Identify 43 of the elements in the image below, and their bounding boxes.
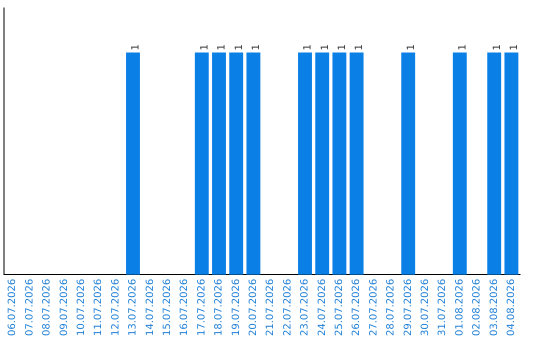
data-label: 1 bbox=[320, 44, 331, 50]
x-tick-label: 12.07.2026 bbox=[110, 278, 122, 336]
x-tick-label: 02.08.2026 bbox=[472, 278, 483, 336]
x-tick-label: 20.07.2026 bbox=[248, 278, 259, 336]
x-tick-label: 13.07.2026 bbox=[128, 278, 139, 336]
x-tick-label: 09.07.2026 bbox=[58, 278, 70, 336]
x-tick-label: 24.07.2026 bbox=[316, 278, 328, 336]
data-label: 1 bbox=[336, 44, 348, 50]
x-tick-label: 23.07.2026 bbox=[300, 278, 311, 336]
x-tick-label: 16.07.2026 bbox=[179, 278, 190, 336]
x-tick-label: 06.07.2026 bbox=[7, 278, 18, 336]
x-tick-label: 21.07.2026 bbox=[265, 278, 276, 336]
x-tick-label: 19.07.2026 bbox=[230, 278, 242, 336]
x-tick-label: 17.07.2026 bbox=[196, 278, 208, 336]
data-label: 1 bbox=[250, 44, 262, 50]
data-label: 1 bbox=[199, 44, 210, 50]
x-tick-label: 01.08.2026 bbox=[454, 278, 466, 336]
x-tick-label: 10.07.2026 bbox=[76, 278, 87, 336]
x-tick-label: 07.07.2026 bbox=[24, 278, 36, 336]
x-tick-label: 28.07.2026 bbox=[386, 278, 397, 336]
x-tick-label: 31.07.2026 bbox=[437, 278, 448, 336]
x-tick-label: 30.07.2026 bbox=[420, 278, 431, 336]
data-label: 1 bbox=[130, 44, 142, 50]
x-tick-label: 04.08.2026 bbox=[506, 278, 517, 336]
x-tick-label: 18.07.2026 bbox=[214, 278, 225, 336]
x-tick-label: 26.07.2026 bbox=[351, 278, 362, 336]
x-tick-label: 29.07.2026 bbox=[402, 278, 414, 336]
data-label: 1 bbox=[216, 44, 228, 50]
data-label: 1 bbox=[508, 44, 520, 50]
data-label: 1 bbox=[492, 44, 503, 50]
x-tick-label: 27.07.2026 bbox=[368, 278, 380, 336]
x-tick-label: 14.07.2026 bbox=[144, 278, 156, 336]
x-tick-label: 11.07.2026 bbox=[93, 278, 104, 336]
data-label: 1 bbox=[457, 44, 468, 50]
x-tick-label: 25.07.2026 bbox=[334, 278, 345, 336]
x-tick-label: 03.08.2026 bbox=[488, 278, 500, 336]
x-tick-label: 08.07.2026 bbox=[42, 278, 53, 336]
data-label: 1 bbox=[302, 44, 314, 50]
data-label: 1 bbox=[406, 44, 417, 50]
data-label: 1 bbox=[354, 44, 366, 50]
x-tick-label: 15.07.2026 bbox=[162, 278, 173, 336]
data-label: 1 bbox=[234, 44, 245, 50]
x-tick-label: 22.07.2026 bbox=[282, 278, 294, 336]
